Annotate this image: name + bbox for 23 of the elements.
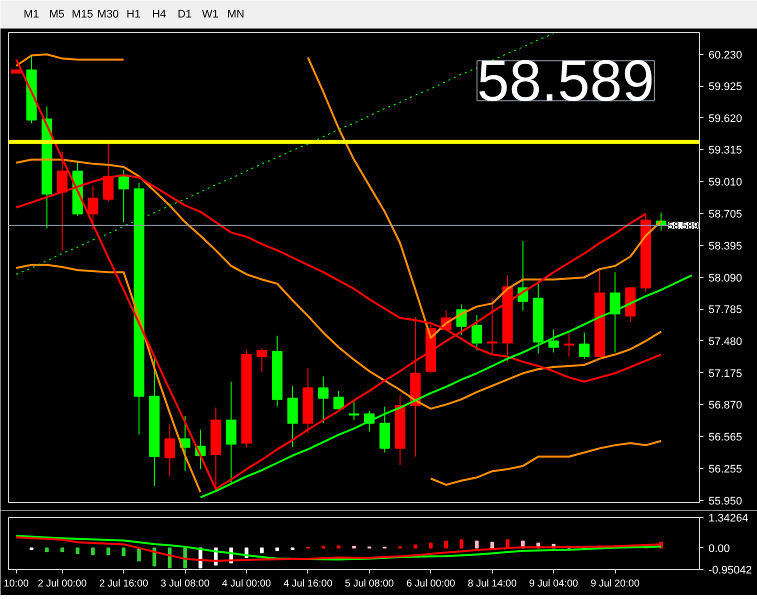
y-tick-label: 1.34264 (708, 512, 748, 524)
text: D1 (178, 8, 192, 20)
text: M15 (72, 8, 94, 20)
x-tick-label: 3 Jul 08:00 (160, 578, 210, 590)
x-tick-label: 4 Jul 16:00 (283, 578, 333, 590)
x-tick-label: 2 Jul 00:00 (38, 578, 88, 590)
text: M30 (97, 8, 119, 20)
x-tick-label: 8 Jul 14:00 (468, 578, 518, 590)
x-tick-label: 4 Jul 00:00 (222, 578, 272, 590)
text: M5 (49, 8, 65, 20)
x-tick-label: 2 Jul 16:00 (99, 578, 149, 590)
text: H1 (126, 8, 141, 20)
y-tick-label: 0.00 (708, 542, 730, 555)
text: MN (227, 8, 244, 20)
text: H4 (152, 8, 166, 20)
text: M1 (24, 8, 39, 20)
x-tick-label: 5 Jul 08:00 (344, 578, 394, 590)
text: W1 (202, 8, 218, 20)
x-tick-label: 9 Jul 20:00 (590, 578, 640, 590)
x-tick-label: 9 Jul 04:00 (529, 578, 579, 590)
x-tick-label: 6 Jul 00:00 (406, 578, 456, 590)
y-tick-label: -0.95042 (708, 564, 752, 576)
x-tick-label: 10:00 (4, 578, 30, 590)
